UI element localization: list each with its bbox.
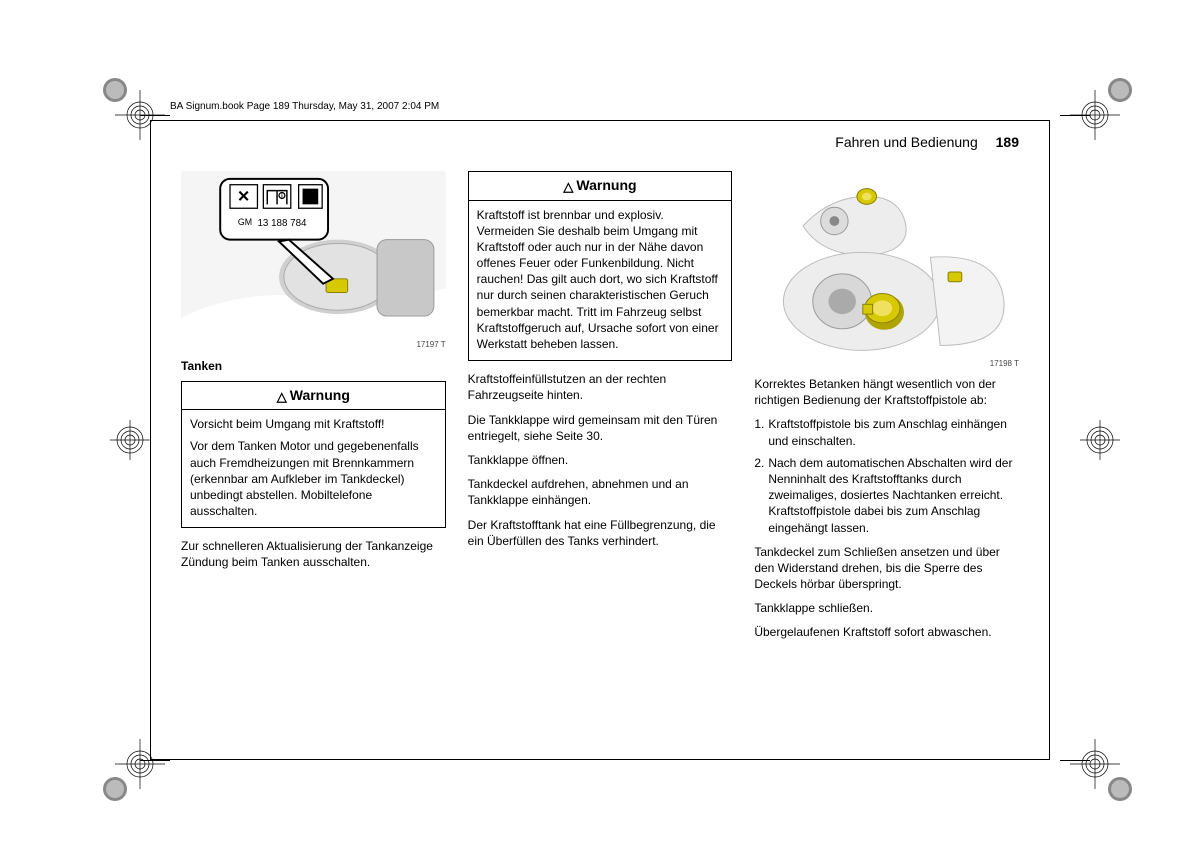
warning-triangle-icon: △: [563, 178, 573, 196]
warning-title: △Warnung: [182, 382, 445, 411]
crop-mark-side-left: [110, 420, 150, 464]
section-name: Fahren und Bedienung: [835, 134, 977, 150]
heading-tanken: Tanken: [181, 358, 446, 374]
body-text: Tankklappe öffnen.: [468, 452, 733, 468]
warning-text: Vor dem Tanken Motor und gegebenenfalls …: [190, 438, 437, 519]
print-header: BA Signum.book Page 189 Thursday, May 31…: [170, 100, 439, 114]
body-text: Tankdeckel aufdrehen, abnehmen und an Ta…: [468, 476, 733, 508]
figure-caption: 17198 T: [754, 359, 1019, 370]
crop-line: [140, 115, 170, 116]
svg-text:GM: GM: [238, 217, 252, 227]
crop-line: [1060, 760, 1090, 761]
warning-triangle-icon: △: [277, 388, 287, 406]
warning-box-2: △Warnung Kraftstoff ist brennbar und exp…: [468, 171, 733, 361]
body-text: Der Kraftstofftank hat eine Füllbegrenzu…: [468, 517, 733, 549]
page-frame: Fahren und Bedienung 189: [150, 120, 1050, 760]
svg-text:✕: ✕: [237, 188, 250, 205]
crop-mark-top-right: [1070, 70, 1140, 144]
body-text: Tankdeckel zum Schließen ansetzen und üb…: [754, 544, 1019, 593]
warning-body: Vorsicht beim Umgang mit Kraftstoff! Vor…: [182, 410, 445, 527]
numbered-list: Kraftstoffpistole bis zum Anschlag einhä…: [754, 416, 1019, 535]
list-item: Nach dem automatischen Abschalten wird d…: [754, 455, 1019, 536]
page-number: 189: [996, 134, 1019, 150]
content-columns: ✕ i GM 13 188 784 17197 T Tanken: [181, 171, 1019, 739]
figure-fuel-cap-open: 17198 T: [754, 171, 1019, 370]
body-text: Tankklappe schließen.: [754, 600, 1019, 616]
body-text: Zur schnelleren Aktualisierung der Tanka…: [181, 538, 446, 570]
figure-caption: 17197 T: [181, 340, 446, 351]
svg-text:13 188 784: 13 188 784: [257, 218, 307, 229]
warning-text: Kraftstoff ist brennbar und explosiv. Ve…: [477, 207, 724, 353]
body-text: Übergelaufenen Kraftstoff sofort abwasch…: [754, 624, 1019, 640]
crop-mark-side-right: [1080, 420, 1120, 464]
body-text: Korrektes Betanken hängt wesentlich von …: [754, 376, 1019, 408]
page-header: Fahren und Bedienung 189: [835, 133, 1019, 152]
figure-fuel-flap-label: ✕ i GM 13 188 784 17197 T: [181, 171, 446, 350]
warning-text: Vorsicht beim Umgang mit Kraftstoff!: [190, 416, 437, 432]
body-text: Die Tankklappe wird gemeinsam mit den Tü…: [468, 412, 733, 444]
warning-box-1: △Warnung Vorsicht beim Umgang mit Krafts…: [181, 381, 446, 529]
body-text: Kraftstoffeinfüllstutzen an der rechten …: [468, 371, 733, 403]
warning-body: Kraftstoff ist brennbar und explosiv. Ve…: [469, 201, 732, 361]
warning-title-text: Warnung: [576, 177, 636, 193]
list-item: Kraftstoffpistole bis zum Anschlag einhä…: [754, 416, 1019, 448]
crop-line: [140, 760, 170, 761]
crop-line: [1060, 115, 1090, 116]
crop-mark-bottom-right: [1070, 739, 1140, 813]
warning-title-text: Warnung: [290, 387, 350, 403]
warning-title: △Warnung: [469, 172, 732, 201]
